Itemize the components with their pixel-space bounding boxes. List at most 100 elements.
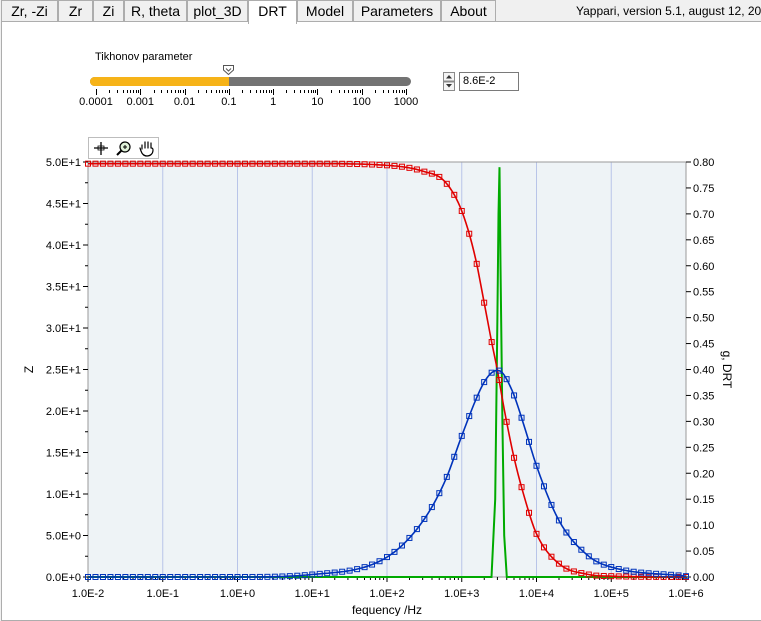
data-point (182, 160, 189, 167)
data-point (406, 534, 413, 541)
data-point (623, 573, 630, 580)
data-point (354, 566, 361, 573)
tab-zr[interactable]: Zr (58, 0, 93, 21)
y-right-tick-label: 0.05 (693, 546, 714, 558)
data-point (488, 339, 495, 346)
slider-minor-tick (307, 90, 309, 93)
data-point (167, 160, 174, 167)
data-point (152, 574, 159, 580)
slider-minor-tick (351, 90, 353, 93)
y-left-tick-label: 4.0E+1 (46, 240, 81, 252)
data-point (294, 572, 301, 579)
data-point (339, 160, 346, 167)
slider-minor-tick (348, 90, 350, 93)
slider-minor-tick (224, 90, 226, 93)
pan-hand-icon[interactable] (137, 140, 157, 157)
slider-scale-label: 0.1 (221, 96, 237, 108)
y-left-tick-label: 2.5E+1 (46, 365, 81, 377)
data-point (473, 260, 480, 267)
slider-minor-tick (375, 90, 377, 93)
data-point (421, 515, 428, 522)
data-point (182, 574, 189, 580)
tab-model[interactable]: Model (297, 0, 353, 21)
tab-drt[interactable]: DRT (248, 0, 297, 24)
slider-major-tick (228, 89, 230, 95)
data-point (114, 574, 121, 580)
slider-minor-tick (130, 90, 132, 93)
y-left-tick-label: 5.0E+1 (46, 157, 81, 169)
series-0 (85, 160, 689, 580)
data-point (683, 573, 689, 580)
slider-minor-tick (205, 90, 207, 93)
slider-major-tick (140, 89, 142, 95)
slider-major-tick (96, 89, 97, 95)
slider-minor-tick (182, 90, 184, 93)
y-right-tick-label: 0.50 (693, 313, 714, 325)
slider-minor-tick (338, 90, 340, 93)
y-right-tick-label: 0.10 (693, 520, 714, 532)
tikhonov-slider[interactable] (90, 77, 411, 86)
y-left-axis-title: Z (22, 366, 36, 373)
data-point (256, 160, 263, 167)
data-point (488, 369, 495, 376)
numeric-spinner[interactable] (443, 72, 455, 91)
data-point (241, 160, 248, 167)
data-point (653, 570, 660, 577)
data-point (174, 574, 181, 580)
x-tick-label: 1.0E+1 (295, 588, 330, 600)
cursor-move-icon[interactable] (91, 140, 111, 157)
data-point (309, 571, 316, 578)
data-point (593, 558, 600, 565)
slider-scale-label: 1 (270, 96, 277, 108)
tab-zr-zi[interactable]: Zr, -Zi (1, 0, 58, 21)
slider-minor-tick (138, 90, 140, 93)
data-point (600, 572, 607, 579)
tab-parameters[interactable]: Parameters (353, 0, 441, 21)
data-point (540, 544, 547, 551)
data-point (645, 570, 652, 577)
slider-scale-label: 0.01 (173, 96, 196, 108)
data-point (570, 568, 577, 575)
data-point (197, 160, 204, 167)
slider-minor-tick (403, 90, 405, 93)
slider-minor-tick (392, 90, 394, 93)
data-point (249, 160, 256, 167)
data-point (189, 160, 196, 167)
data-point (458, 207, 465, 214)
x-tick-label: 1.0E+2 (369, 588, 404, 600)
data-point (107, 574, 114, 580)
data-point (526, 438, 533, 445)
y-right-tick-label: 0.80 (693, 157, 714, 169)
data-point (548, 501, 555, 508)
data-point (473, 394, 480, 401)
data-point (159, 574, 166, 580)
slider-minor-tick (126, 90, 128, 93)
slider-minor-tick (109, 90, 111, 93)
data-point (540, 483, 547, 490)
tab-r-theta[interactable]: R, theta (124, 0, 187, 21)
data-point (638, 569, 645, 576)
data-point (271, 160, 278, 167)
data-point (398, 542, 405, 549)
tab-plot-3d[interactable]: plot_3D (187, 0, 248, 21)
y-left-tick-label: 3.0E+1 (46, 323, 81, 335)
data-point (197, 574, 204, 580)
series-2 (88, 167, 686, 578)
data-point (92, 574, 99, 580)
x-tick-label: 1.0E+0 (220, 588, 255, 600)
tab-about[interactable]: About (441, 0, 496, 21)
tab-zi[interactable]: Zi (93, 0, 124, 21)
data-point (391, 548, 398, 555)
data-point (122, 574, 129, 580)
slider-thumb[interactable] (223, 65, 235, 75)
data-point (324, 160, 331, 167)
data-point (369, 161, 376, 168)
x-tick-label: 1.0E+5 (594, 588, 629, 600)
data-point (511, 454, 518, 461)
zoom-icon[interactable] (114, 140, 134, 157)
data-point (234, 160, 241, 167)
tikhonov-value-field[interactable]: 8.6E-2 (459, 72, 519, 91)
slider-minor-tick (197, 90, 199, 93)
data-point (436, 490, 443, 497)
